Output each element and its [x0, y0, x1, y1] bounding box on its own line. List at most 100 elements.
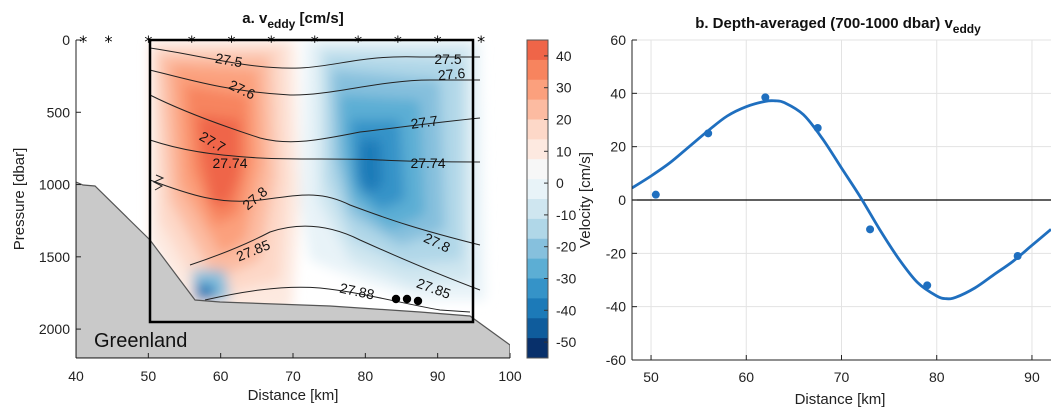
colorbar-swatch [527, 59, 548, 81]
isopycnal-label: 27.74 [212, 155, 247, 171]
marker-dot [413, 296, 423, 306]
colorbar-tick-label: -40 [556, 302, 576, 318]
x-tick-label: 80 [929, 369, 945, 385]
colorbar-swatch [527, 139, 548, 160]
colorbar-tick-label: 10 [556, 143, 572, 159]
colorbar-tick-label: -10 [556, 207, 576, 223]
colorbar-swatch [527, 159, 548, 180]
y-tick-label: 1500 [39, 249, 70, 265]
colorbar-tick-label: 20 [556, 112, 572, 128]
x-tick-label: 60 [213, 368, 229, 384]
marker-dot [402, 294, 412, 304]
colorbar-frame [526, 39, 549, 359]
colorbar-tick-label: 30 [556, 80, 572, 96]
isopycnal-label: 27.5 [214, 50, 244, 71]
panel-b: b. Depth-averaged (700-1000 dbar) veddy … [577, 15, 1051, 408]
y-tick-label: 500 [47, 104, 71, 120]
y-tick-label: -20 [606, 245, 626, 261]
y-tick-label: -60 [606, 352, 626, 368]
y-tick-label: -40 [606, 299, 626, 315]
x-axis-ticks: 40 50 60 70 80 90 100 [68, 353, 522, 384]
y-tick-label: 0 [618, 192, 626, 208]
data-point [813, 124, 822, 132]
isopycnal-label: 27.6 [437, 65, 466, 83]
greenland-label: Greenland [94, 330, 187, 352]
x-tick-label: 70 [285, 368, 301, 384]
station-star: * [267, 32, 275, 51]
isopycnal-label: 27.7 [410, 112, 439, 132]
station-star: * [105, 32, 113, 51]
highlight-box [148, 38, 475, 324]
data-point [704, 129, 713, 138]
colorbar-swatch [527, 40, 548, 61]
y-tick-label: 1000 [39, 177, 70, 193]
colorbar-tick-label: 0 [556, 175, 564, 191]
panel-b-title: b. Depth-averaged (700-1000 dbar) veddy [695, 15, 981, 36]
dots-group [391, 294, 423, 306]
colorbar-swatch [527, 79, 548, 101]
colorbar-swatch [527, 258, 548, 279]
x-axis-label: Distance [km] [795, 391, 886, 408]
x-axis-ticks: 50 60 70 80 90 [643, 355, 1040, 385]
y-axis-label: Velocity [cm/s] [577, 152, 594, 248]
colorbar-swatch [527, 119, 548, 140]
colorbar-swatch [527, 199, 548, 220]
x-tick-label: 40 [68, 368, 84, 384]
y-tick-label: 40 [610, 85, 626, 101]
panel-a-title: a. veddy [cm/s] [242, 10, 343, 31]
station-star: * [188, 32, 196, 51]
station-star: * [394, 32, 402, 51]
colorbar: 40 30 20 10 0 -10 -20 -30 -40 -50 [526, 39, 576, 359]
colorbar-swatch [527, 179, 548, 200]
colorbar-tick-label: 40 [556, 48, 572, 64]
station-star: * [79, 32, 87, 51]
colorbar-swatch [527, 218, 548, 240]
y-tick-label: 0 [62, 32, 70, 48]
colorbar-swatch [527, 99, 548, 120]
velocity-field [150, 40, 485, 320]
colorbar-swatch [527, 298, 548, 319]
x-tick-label: 90 [430, 368, 446, 384]
isopycnal-label: 27.88 [338, 280, 376, 303]
station-markers: * * * * * * * * * * * [79, 32, 485, 51]
isopycnal-label: 27.5 [434, 51, 461, 67]
y-tick-label: 60 [610, 32, 626, 48]
x-tick-label: 80 [358, 368, 374, 384]
colorbar-swatch [527, 238, 548, 260]
x-axis-label: Distance [km] [248, 387, 339, 404]
colorbar-tick-label: -50 [556, 334, 576, 350]
data-point [651, 190, 660, 199]
station-star: * [434, 32, 442, 51]
station-star: * [228, 32, 236, 51]
data-point [761, 93, 770, 102]
panel-a: a. veddy [cm/s] [11, 10, 522, 404]
greenland-topography [76, 181, 510, 358]
x-tick-label: 70 [834, 369, 850, 385]
x-tick-label: 90 [1024, 369, 1040, 385]
data-point [1013, 252, 1022, 260]
x-tick-label: 100 [498, 368, 522, 384]
station-star: * [311, 32, 319, 51]
station-star: * [144, 32, 152, 51]
isopycnal-label: 27.74 [410, 155, 445, 171]
x-tick-label: 50 [141, 368, 157, 384]
x-tick-label: 50 [643, 369, 659, 385]
colorbar-swatch [527, 338, 548, 359]
data-point [866, 225, 875, 234]
station-star: * [354, 32, 362, 51]
colorbar-tick-label: -30 [556, 271, 576, 287]
colorbar-swatch [527, 318, 548, 339]
y-tick-label: 20 [610, 139, 626, 155]
marker-dot [391, 294, 401, 304]
colorbar-swatch [527, 278, 548, 299]
data-points [651, 93, 1022, 290]
y-axis-ticks: 60 40 20 0 -20 -40 -60 [606, 32, 637, 368]
data-point [923, 281, 932, 290]
isopycnal-lines [149, 47, 481, 313]
colorbar-tick-label: -20 [556, 239, 576, 255]
station-star: * [477, 32, 485, 51]
y-tick-label: 2000 [39, 321, 70, 337]
y-axis-label: Pressure [dbar] [11, 148, 28, 251]
x-tick-label: 60 [738, 369, 754, 385]
